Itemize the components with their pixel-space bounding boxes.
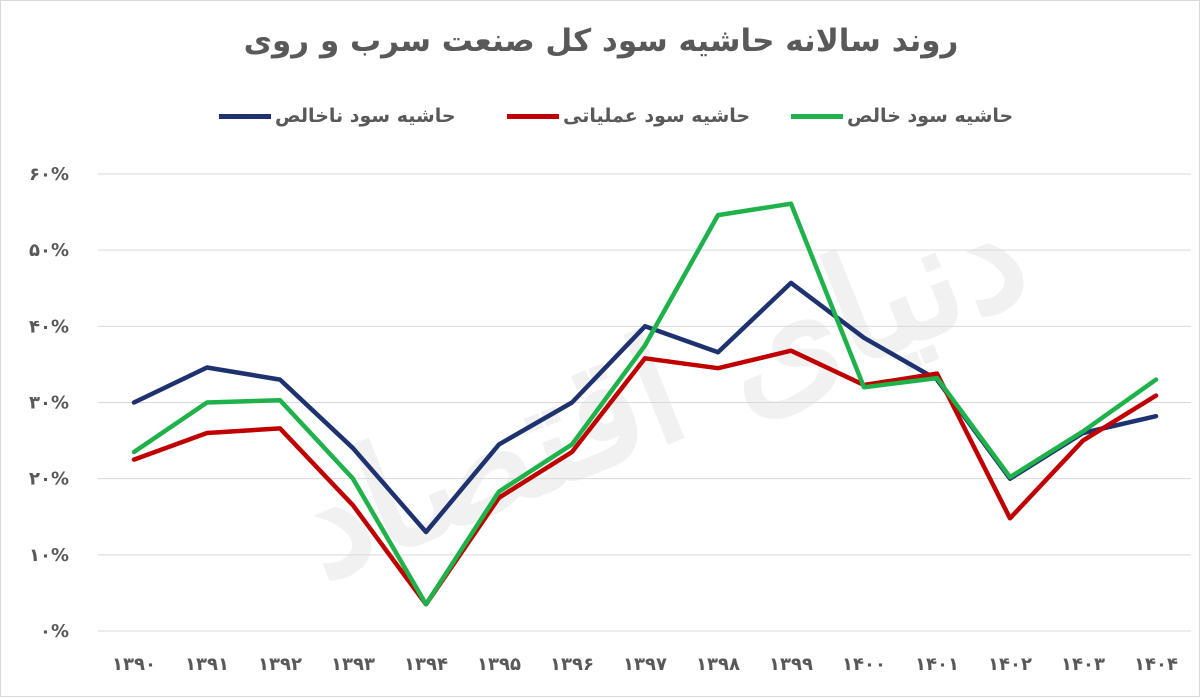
x-tick-label: ۱۴۰۱ xyxy=(915,654,959,675)
legend-swatch-gross-margin xyxy=(219,113,271,119)
y-tick-label: ۴۰% xyxy=(29,316,69,337)
y-tick-label: ۰% xyxy=(40,621,69,642)
x-tick-label: ۱۳۹۶ xyxy=(550,654,594,675)
x-tick-label: ۱۳۹۴ xyxy=(404,654,448,675)
legend-label-gross-margin: حاشیه سود ناخالص xyxy=(275,105,456,127)
x-tick-label: ۱۳۹۹ xyxy=(769,654,813,675)
x-tick-label: ۱۳۹۲ xyxy=(258,654,302,675)
watermark-logo: دنیای اقتصاد xyxy=(270,163,1050,615)
x-tick-label: ۱۳۹۳ xyxy=(331,654,375,675)
x-axis-ticks: ۱۳۹۰ ۱۳۹۱ ۱۳۹۲ ۱۳۹۳ ۱۳۹۴ ۱۳۹۵ ۱۳۹۶ ۱۳۹۷ ۱۳۹۸ ۱۳۹۹… xyxy=(112,654,1178,675)
y-tick-label: ۱۰% xyxy=(29,545,69,566)
legend-item-net-margin: حاشیه سود خالص xyxy=(791,101,1013,131)
legend-label-operating-margin: حاشیه سود عملیاتی xyxy=(563,105,751,127)
legend-item-operating-margin: حاشیه سود عملیاتی xyxy=(507,101,750,131)
y-tick-label: ۵۰% xyxy=(29,240,69,261)
legend-swatch-operating-margin xyxy=(507,113,559,119)
x-tick-label: ۱۴۰۰ xyxy=(842,654,886,675)
x-tick-label: ۱۴۰۴ xyxy=(1134,654,1178,675)
legend-label-net-margin: حاشیه سود خالص xyxy=(847,105,1014,127)
y-tick-label: ۶۰% xyxy=(29,164,69,185)
series-line-operating-margin xyxy=(131,348,1159,607)
series-lines xyxy=(131,201,1159,607)
x-tick-label: ۱۳۹۷ xyxy=(623,654,667,675)
x-tick-label: ۱۳۹۱ xyxy=(185,654,229,675)
x-tick-label: ۱۳۹۰ xyxy=(112,654,156,675)
series-line-net-margin xyxy=(131,201,1159,607)
chart-title: روند سالانه حاشیه سود کل صنعت سرب و روی xyxy=(243,23,959,59)
x-tick-label: ۱۳۹۵ xyxy=(477,654,521,675)
legend-swatch-net-margin xyxy=(791,113,843,119)
x-tick-label: ۱۴۰۳ xyxy=(1061,654,1105,675)
x-tick-label: ۱۴۰۲ xyxy=(988,654,1032,675)
y-tick-label: ۲۰% xyxy=(29,469,69,490)
y-tick-label: ۳۰% xyxy=(29,393,69,414)
legend-item-gross-margin: حاشیه سود ناخالص xyxy=(219,101,456,131)
x-tick-label: ۱۳۹۸ xyxy=(696,654,740,675)
y-axis-ticks: ۰% ۱۰% ۲۰% ۳۰% ۴۰% ۵۰% ۶۰% xyxy=(29,164,69,642)
chart-legend: حاشیه سود ناخالص حاشیه سود عملیاتی حاشیه… xyxy=(1,101,1200,131)
